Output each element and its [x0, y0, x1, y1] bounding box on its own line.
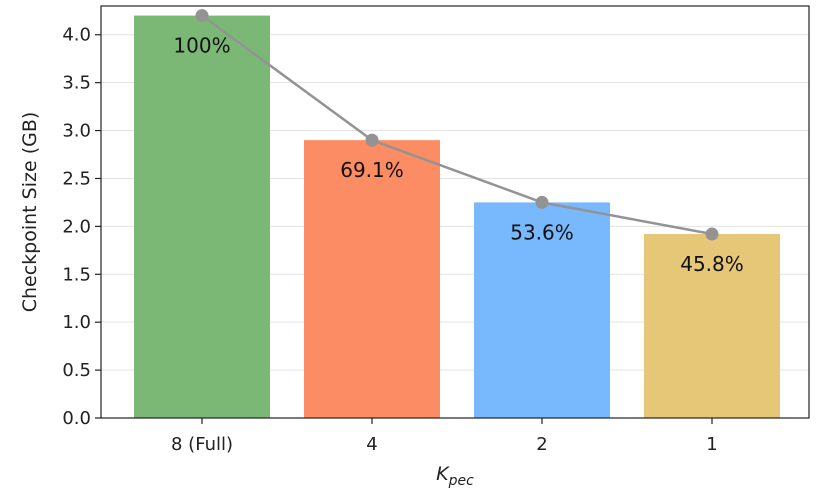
y-tick-label: 3.0 — [62, 121, 91, 142]
y-tick-label: 3.5 — [62, 73, 91, 94]
bars — [134, 15, 780, 419]
bar — [644, 234, 780, 418]
y-tick-label: 0.5 — [62, 360, 91, 381]
y-tick-label: 1.0 — [62, 312, 91, 333]
y-axis: 0.0 0.5 1.0 1.5 2.0 2.5 3.0 3.5 4.0 — [62, 25, 101, 429]
trend-point — [195, 9, 209, 23]
data-label: 100% — [173, 34, 230, 58]
trend-line — [195, 9, 719, 241]
trend-point — [705, 227, 719, 241]
bar — [474, 202, 610, 418]
y-tick-label: 2.5 — [62, 168, 91, 189]
bar — [304, 140, 440, 419]
x-axis-label-main: K — [436, 463, 450, 485]
trend-point — [365, 133, 379, 147]
data-label: 53.6% — [510, 220, 574, 244]
trend-line-path — [201, 14, 713, 236]
y-tick-label: 1.5 — [62, 264, 91, 285]
x-axis: 8 (Full) 4 2 1 — [171, 418, 718, 455]
y-tick-label: 4.0 — [62, 25, 91, 46]
plot-frame — [100, 5, 810, 419]
x-axis-label-sub: pec — [448, 473, 475, 489]
trend-point — [535, 195, 549, 209]
data-labels: 100% 69.1% 53.6% 45.8% — [173, 34, 743, 276]
y-tick-label: 0.0 — [62, 408, 91, 429]
y-tick-label: 2.0 — [62, 216, 91, 237]
x-tick-label: 1 — [706, 434, 717, 455]
bar — [134, 15, 270, 419]
data-label: 69.1% — [340, 158, 404, 182]
x-tick-label: 2 — [536, 434, 547, 455]
x-tick-label: 4 — [366, 434, 377, 455]
y-axis-label: Checkpoint Size (GB) — [19, 112, 41, 313]
x-tick-label: 8 (Full) — [171, 434, 233, 455]
x-axis-label: Kpec — [436, 463, 474, 489]
data-label: 45.8% — [680, 252, 744, 276]
